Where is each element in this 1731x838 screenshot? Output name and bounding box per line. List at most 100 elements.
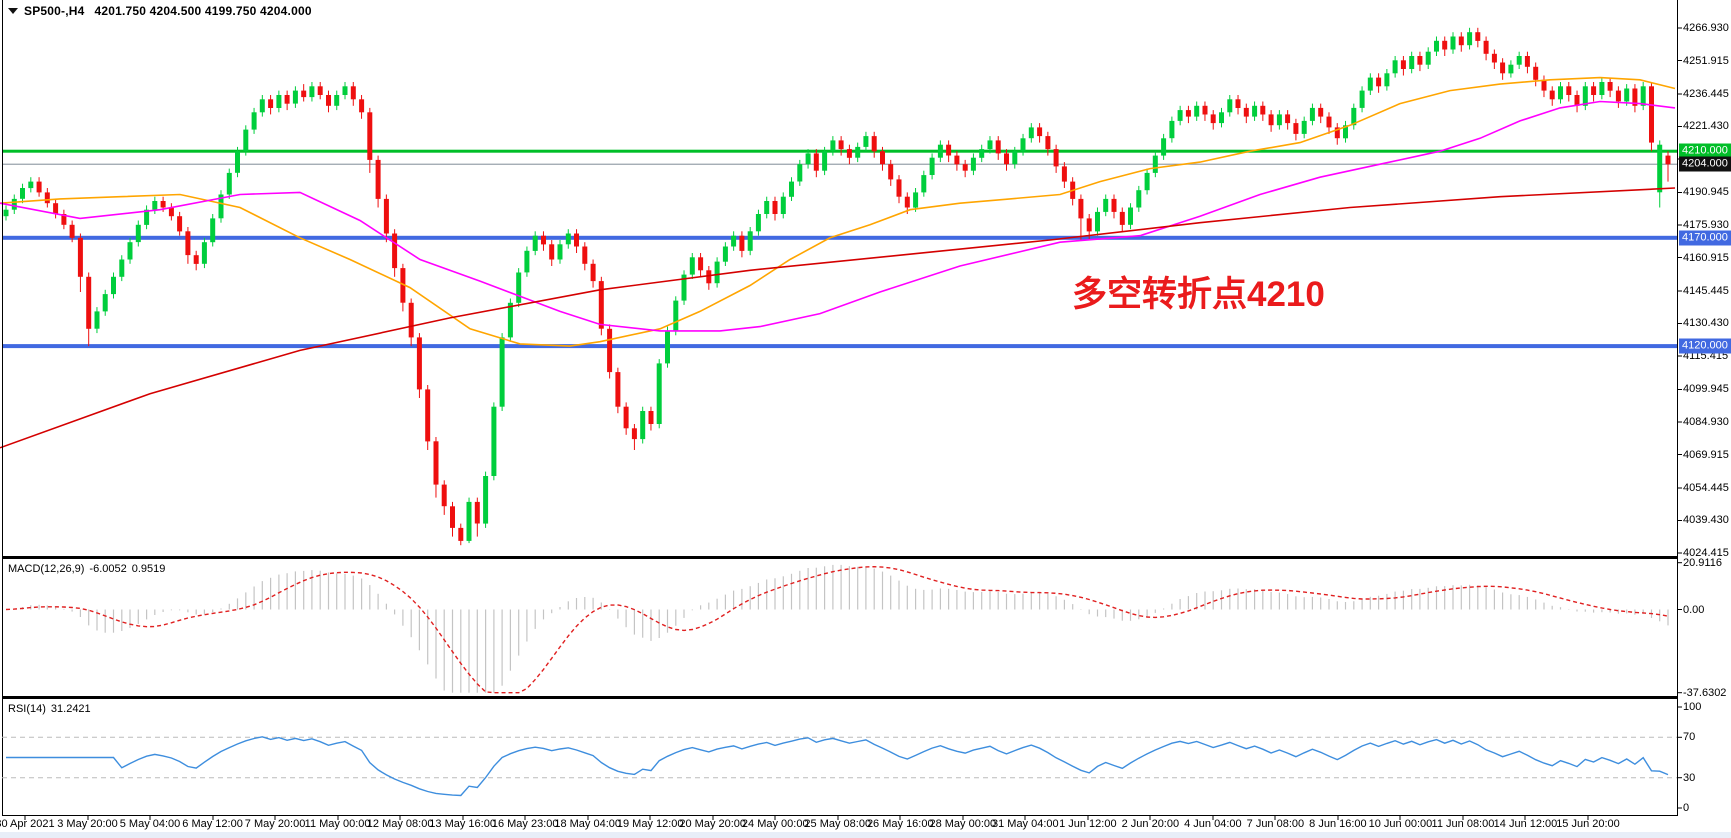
- candle-body: [193, 255, 199, 264]
- window-bottom-strip: [0, 832, 1731, 838]
- candle-body: [1086, 218, 1092, 232]
- candle-body: [714, 261, 720, 284]
- candle-body: [1591, 86, 1597, 95]
- candle-body: [1649, 86, 1654, 143]
- candle-body: [665, 330, 670, 364]
- candle-body: [1574, 95, 1580, 106]
- candle-body: [1491, 53, 1497, 63]
- candle-body: [962, 164, 968, 171]
- candle-body: [1301, 120, 1307, 134]
- time-axis-label: 14 Jun 12:00: [1493, 818, 1558, 830]
- candle-body: [1144, 172, 1150, 191]
- candle-body: [1185, 110, 1191, 117]
- candle-body: [1078, 198, 1084, 219]
- time-axis-label: 24 May 00:00: [741, 818, 809, 830]
- candle-body: [94, 311, 100, 329]
- candle-body: [61, 214, 67, 225]
- candle-body: [408, 302, 414, 338]
- candle-body: [1194, 105, 1200, 117]
- candle-body: [855, 146, 861, 158]
- candle-body: [838, 140, 844, 150]
- candle-body: [1053, 149, 1059, 167]
- hline-support-4120[interactable]: [2, 344, 1677, 349]
- price-tick-label: 4039.430: [1683, 514, 1729, 527]
- time-axis-label: 13 May 16:00: [429, 818, 496, 830]
- time-axis-label: 28 May 00:00: [929, 818, 997, 830]
- candle-body: [342, 86, 348, 95]
- price-tick-label: 4054.445: [1683, 481, 1729, 494]
- candle-body: [1467, 32, 1473, 46]
- candle-body: [1450, 36, 1456, 50]
- candle-body: [1285, 114, 1291, 124]
- chart-ohlc-values: 4201.750 4204.500 4199.750 4204.000: [94, 4, 312, 18]
- candle-body: [1417, 56, 1423, 65]
- candle-body: [1549, 90, 1555, 100]
- price-tick-label: 4084.930: [1683, 415, 1729, 428]
- macd-indicator-name: MACD(12,26,9): [8, 563, 85, 575]
- candle-body: [1376, 77, 1382, 87]
- candle-body: [450, 506, 455, 528]
- symbol-dropdown-icon[interactable]: [8, 8, 18, 14]
- candle-body: [607, 328, 613, 373]
- ma-fast-orange-line: [0, 76, 1676, 347]
- candle-body: [995, 140, 1001, 154]
- candle-body: [1004, 153, 1009, 165]
- hline-support-4170[interactable]: [2, 235, 1677, 240]
- rsi-axis-label: 70: [1683, 731, 1696, 744]
- candle-body: [28, 181, 34, 189]
- hline-current-price-4204[interactable]: [2, 163, 1677, 165]
- ma-mid-magenta-line: [0, 100, 1676, 332]
- time-axis-label: 25 May 08:00: [804, 818, 872, 830]
- time-axis-label: 5 May 04:00: [119, 818, 181, 830]
- macd-main-value: -6.0052: [89, 563, 127, 575]
- time-axis-label: 31 May 04:00: [991, 818, 1059, 830]
- candle-body: [1343, 125, 1348, 139]
- candle-body: [375, 159, 381, 199]
- candle-body: [1202, 105, 1208, 115]
- candle-body: [1161, 138, 1167, 156]
- candle-body: [846, 149, 852, 158]
- annotation-text[interactable]: 多空转折点4210: [1072, 275, 1325, 314]
- candle-body: [292, 90, 298, 104]
- candle-body: [1599, 82, 1605, 95]
- candle-body: [1566, 86, 1572, 95]
- candle-body: [1541, 79, 1547, 91]
- chart-symbol-period: SP500-,H4: [24, 4, 85, 18]
- rsi-value: 31.2421: [50, 703, 91, 715]
- candle-body: [656, 363, 662, 424]
- candle-body: [177, 216, 183, 232]
- candle-body: [251, 112, 257, 130]
- candle-body: [483, 476, 489, 524]
- candle-body: [1632, 88, 1638, 106]
- candle-body: [780, 196, 786, 214]
- time-axis-label: 10 Jun 00:00: [1368, 818, 1433, 830]
- candle-body: [1425, 51, 1431, 65]
- candle-body: [772, 201, 778, 214]
- candle-body: [326, 95, 331, 106]
- time-axis-label: 18 May 04:00: [554, 818, 621, 830]
- candle-body: [1177, 110, 1183, 121]
- candle-body: [979, 149, 985, 158]
- candle-body: [301, 90, 307, 98]
- candle-body: [268, 99, 274, 108]
- candle-body: [243, 129, 249, 152]
- candle-body: [954, 155, 960, 165]
- candle-body: [1558, 86, 1563, 100]
- rsi-axis-label: 0: [1683, 802, 1690, 814]
- time-axis-label: 3 May 20:00: [57, 818, 118, 830]
- candle-body: [880, 151, 885, 165]
- candle-body: [1657, 144, 1663, 193]
- candle-body: [557, 244, 563, 260]
- candle-body: [1582, 86, 1588, 106]
- candle-body: [722, 246, 728, 262]
- rsi-axis-label: 30: [1683, 771, 1696, 784]
- candle-body: [309, 86, 315, 98]
- candle-body: [631, 428, 637, 440]
- candle-body: [3, 209, 9, 217]
- candle-body: [1533, 66, 1539, 80]
- candle-body: [210, 218, 216, 243]
- macd-axis-label: 20.9116: [1683, 556, 1722, 569]
- hline-resistance-4210[interactable]: [2, 149, 1677, 153]
